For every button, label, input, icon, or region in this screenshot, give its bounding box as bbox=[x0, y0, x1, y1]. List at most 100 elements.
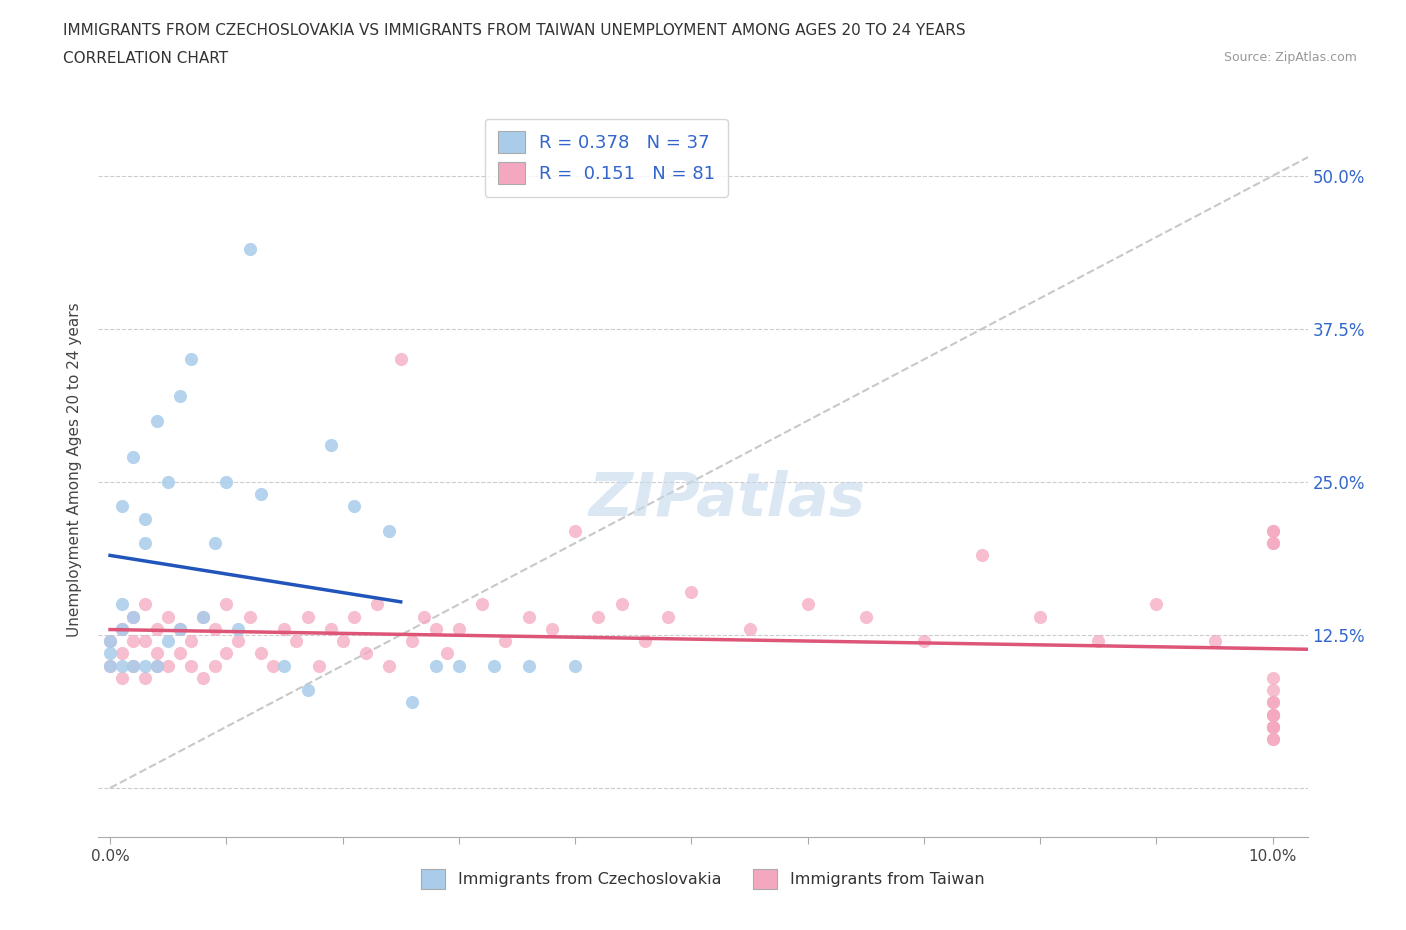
Point bbox=[111, 621, 134, 636]
Y-axis label: Unemployment Among Ages 20 to 24 years: Unemployment Among Ages 20 to 24 years bbox=[67, 302, 83, 637]
Text: CORRELATION CHART: CORRELATION CHART bbox=[63, 51, 228, 66]
Point bbox=[425, 658, 447, 673]
Point bbox=[564, 524, 586, 538]
Point bbox=[111, 499, 134, 514]
Point bbox=[157, 658, 180, 673]
Point bbox=[389, 352, 412, 367]
Point bbox=[401, 633, 423, 648]
Point bbox=[332, 633, 354, 648]
Point bbox=[122, 658, 145, 673]
Text: Source: ZipAtlas.com: Source: ZipAtlas.com bbox=[1223, 51, 1357, 64]
Point bbox=[738, 621, 761, 636]
Point bbox=[319, 621, 342, 636]
Point bbox=[134, 671, 156, 685]
Point bbox=[157, 609, 180, 624]
Point bbox=[134, 512, 156, 526]
Point bbox=[226, 633, 249, 648]
Point bbox=[191, 671, 214, 685]
Point bbox=[122, 450, 145, 465]
Point bbox=[134, 536, 156, 551]
Point bbox=[157, 474, 180, 489]
Point bbox=[169, 621, 191, 636]
Point bbox=[343, 609, 366, 624]
Text: IMMIGRANTS FROM CZECHOSLOVAKIA VS IMMIGRANTS FROM TAIWAN UNEMPLOYMENT AMONG AGES: IMMIGRANTS FROM CZECHOSLOVAKIA VS IMMIGR… bbox=[63, 23, 966, 38]
Point bbox=[273, 621, 295, 636]
Point bbox=[1261, 536, 1284, 551]
Point bbox=[1261, 683, 1284, 698]
Point bbox=[1261, 707, 1284, 722]
Point bbox=[111, 597, 134, 612]
Point bbox=[447, 658, 470, 673]
Point bbox=[145, 646, 167, 661]
Point bbox=[1261, 707, 1284, 722]
Point bbox=[134, 658, 156, 673]
Point bbox=[1261, 732, 1284, 747]
Point bbox=[1087, 633, 1109, 648]
Point bbox=[204, 658, 226, 673]
Point bbox=[157, 633, 180, 648]
Point bbox=[1261, 732, 1284, 747]
Point bbox=[122, 609, 145, 624]
Point bbox=[634, 633, 657, 648]
Point bbox=[134, 597, 156, 612]
Point bbox=[180, 352, 202, 367]
Point bbox=[111, 658, 134, 673]
Point bbox=[1261, 695, 1284, 710]
Point bbox=[540, 621, 562, 636]
Point bbox=[145, 658, 167, 673]
Point bbox=[610, 597, 633, 612]
Text: ZIPatlas: ZIPatlas bbox=[589, 470, 866, 528]
Point bbox=[250, 646, 273, 661]
Point bbox=[564, 658, 586, 673]
Point bbox=[588, 609, 610, 624]
Point bbox=[319, 438, 342, 453]
Point bbox=[191, 609, 214, 624]
Point bbox=[145, 658, 167, 673]
Point bbox=[1261, 720, 1284, 735]
Point bbox=[494, 633, 516, 648]
Point bbox=[169, 646, 191, 661]
Point bbox=[1261, 707, 1284, 722]
Point bbox=[517, 658, 540, 673]
Point bbox=[436, 646, 458, 661]
Point bbox=[354, 646, 377, 661]
Point bbox=[1261, 720, 1284, 735]
Point bbox=[425, 621, 447, 636]
Point bbox=[366, 597, 388, 612]
Point bbox=[1144, 597, 1167, 612]
Point bbox=[285, 633, 308, 648]
Point bbox=[297, 683, 319, 698]
Point bbox=[180, 633, 202, 648]
Point bbox=[447, 621, 470, 636]
Point bbox=[1029, 609, 1052, 624]
Point bbox=[1204, 633, 1226, 648]
Point bbox=[796, 597, 818, 612]
Point bbox=[204, 621, 226, 636]
Point bbox=[308, 658, 330, 673]
Point bbox=[122, 609, 145, 624]
Point bbox=[226, 621, 249, 636]
Point bbox=[111, 671, 134, 685]
Point bbox=[204, 536, 226, 551]
Point bbox=[297, 609, 319, 624]
Point bbox=[482, 658, 505, 673]
Point bbox=[343, 499, 366, 514]
Point bbox=[681, 585, 703, 600]
Point bbox=[378, 524, 401, 538]
Point bbox=[1261, 524, 1284, 538]
Point bbox=[98, 646, 121, 661]
Point bbox=[122, 658, 145, 673]
Point bbox=[970, 548, 993, 563]
Point bbox=[145, 621, 167, 636]
Point bbox=[169, 621, 191, 636]
Point bbox=[134, 633, 156, 648]
Point bbox=[239, 242, 262, 257]
Point bbox=[1261, 536, 1284, 551]
Point bbox=[191, 609, 214, 624]
Point bbox=[273, 658, 295, 673]
Point bbox=[855, 609, 877, 624]
Point bbox=[657, 609, 679, 624]
Point bbox=[215, 646, 238, 661]
Point bbox=[378, 658, 401, 673]
Point bbox=[98, 633, 121, 648]
